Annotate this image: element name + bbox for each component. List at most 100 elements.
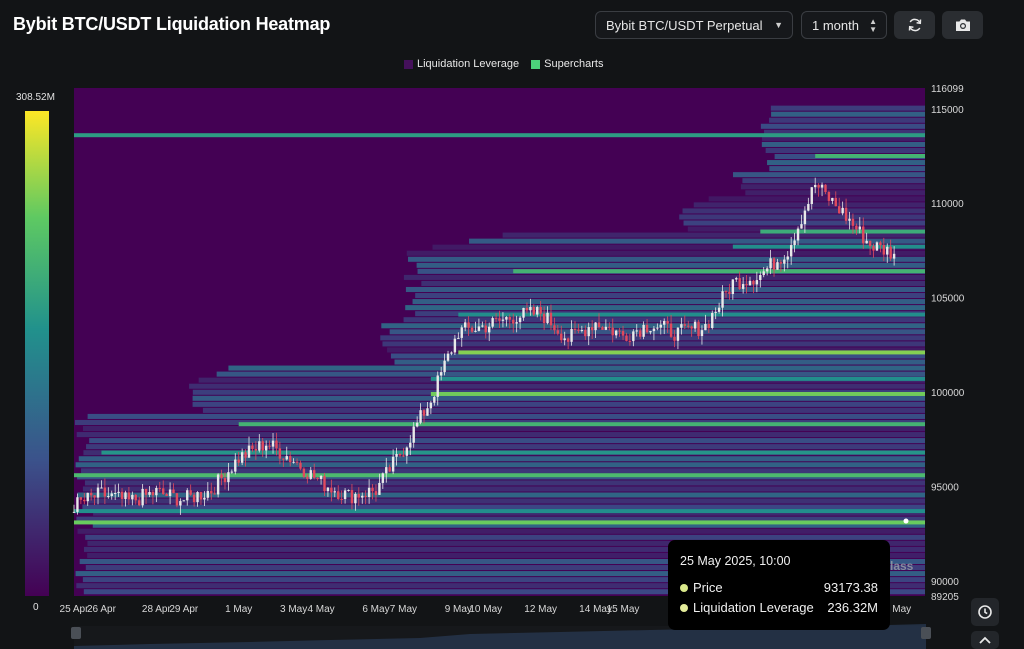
heatmap-band xyxy=(432,244,925,250)
candle-body xyxy=(234,459,237,472)
heatmap-band xyxy=(708,196,925,202)
candle-body xyxy=(426,408,429,416)
legend-label: Liquidation Leverage xyxy=(417,58,520,70)
tooltip-dot xyxy=(680,603,688,612)
heatmap-band xyxy=(82,577,925,583)
chart-settings-button[interactable] xyxy=(971,598,999,626)
tooltip-label: Price xyxy=(693,580,723,595)
candle-body xyxy=(172,489,175,494)
candle-body xyxy=(745,284,748,286)
liquidation-level-line xyxy=(458,312,925,317)
candle-body xyxy=(590,327,594,331)
candle-body xyxy=(227,472,230,483)
screenshot-button[interactable] xyxy=(942,11,983,39)
x-tick-label: 10 May xyxy=(469,604,502,615)
candle-body xyxy=(367,487,371,498)
candle-body xyxy=(213,493,216,495)
navigator-left-handle[interactable] xyxy=(71,627,81,639)
candle-body xyxy=(762,271,765,276)
heatmap-band xyxy=(77,492,925,498)
navigator-right-handle[interactable] xyxy=(921,627,931,639)
range-navigator[interactable] xyxy=(71,624,931,649)
y-tick-label: 105000 xyxy=(931,294,965,305)
candle-body xyxy=(700,330,704,337)
candle-body xyxy=(319,475,323,480)
x-tick-label: 25 Apr xyxy=(60,604,90,615)
candle-body xyxy=(199,492,203,500)
chevron-down-icon: ▼ xyxy=(774,20,783,30)
candle-body xyxy=(378,482,381,495)
chart-tooltip: 25 May 2025, 10:00 Price 93173.38 Liquid… xyxy=(668,540,890,630)
heatmap-band xyxy=(406,250,925,256)
candle-body xyxy=(223,478,227,483)
heatmap-band xyxy=(469,238,925,244)
heatmap-band xyxy=(742,178,925,184)
candle-body xyxy=(549,312,553,326)
candle-body xyxy=(508,317,511,320)
tooltip-date: 25 May 2025, 10:00 xyxy=(680,554,791,568)
candle-body xyxy=(628,340,632,342)
candle-body xyxy=(597,322,601,328)
candle-body xyxy=(137,500,141,506)
candle-body xyxy=(481,325,484,327)
candle-body xyxy=(113,492,117,494)
candle-body xyxy=(124,492,127,499)
candle-body xyxy=(748,280,752,286)
tooltip-label: Liquidation Leverage xyxy=(693,600,814,615)
legend-item-supercharts[interactable]: Supercharts xyxy=(531,58,603,70)
candle-body xyxy=(120,491,124,499)
candle-body xyxy=(357,493,361,498)
x-tick-label: 7 May xyxy=(390,604,417,615)
candle-body xyxy=(354,493,357,504)
time-range-select[interactable]: 1 month ▲ ▼ xyxy=(801,11,887,39)
heatmap-chart[interactable]: 116099 115000 110000 105000 100000 95000 90000… xyxy=(0,80,1024,649)
candle-body xyxy=(494,318,498,320)
candle-body xyxy=(776,262,779,270)
candle-body xyxy=(474,330,477,332)
candle-body xyxy=(292,461,295,463)
candle-body xyxy=(841,207,844,214)
candle-body xyxy=(391,456,395,472)
candle-body xyxy=(868,240,872,247)
candle-body xyxy=(271,440,275,447)
liquidation-level-line xyxy=(458,350,925,355)
candle-body xyxy=(76,497,79,512)
candle-body xyxy=(144,488,148,495)
candle-body xyxy=(505,317,508,320)
refresh-button[interactable] xyxy=(894,11,935,39)
legend-item-liquidation-leverage[interactable]: Liquidation Leverage xyxy=(404,58,519,70)
candle-body xyxy=(206,491,210,498)
candle-body xyxy=(577,329,580,331)
heatmap-band xyxy=(390,353,926,359)
up-down-chevron-icon: ▲ ▼ xyxy=(869,17,877,34)
candle-body xyxy=(608,326,611,328)
candle-body xyxy=(350,490,354,504)
candle-body xyxy=(254,448,258,451)
candle-body xyxy=(409,442,412,448)
candle-body xyxy=(525,307,529,311)
exchange-select[interactable]: Bybit BTC/USDT Perpetual ▼ xyxy=(595,11,793,39)
candle-body xyxy=(707,324,711,328)
candle-body xyxy=(693,321,697,329)
legend-swatch xyxy=(531,59,541,69)
heatmap-band xyxy=(416,262,925,268)
time-range-select-value: 1 month xyxy=(812,17,859,33)
heatmap-band xyxy=(76,516,926,522)
candle-body xyxy=(439,372,443,376)
candle-body xyxy=(789,245,793,257)
candle-body xyxy=(518,317,522,323)
heatmap-band xyxy=(79,558,926,565)
heatmap-band xyxy=(387,347,926,353)
candle-body xyxy=(879,242,882,246)
candle-body xyxy=(117,491,120,493)
candle-body xyxy=(196,492,199,503)
candle-body xyxy=(638,330,642,337)
y-tick-label: 110000 xyxy=(931,199,964,210)
heatmap-band xyxy=(679,214,925,220)
scroll-up-button[interactable] xyxy=(971,631,999,649)
candle-body xyxy=(697,321,700,337)
heatmap-band xyxy=(760,123,925,129)
heatmap-band xyxy=(740,184,925,190)
candle-body xyxy=(261,441,264,451)
candle-body xyxy=(687,325,690,327)
